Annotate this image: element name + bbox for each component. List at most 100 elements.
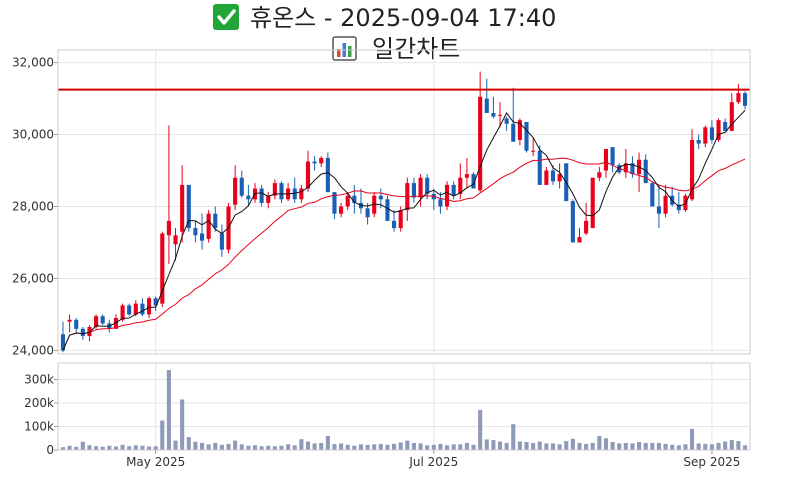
volume-bar [630, 443, 635, 450]
candle-body [736, 93, 741, 103]
volume-bar [590, 442, 595, 450]
volume-bar [352, 445, 357, 450]
price-axis: 24,000 26,000 28,000 30,000 32,000 [12, 56, 58, 357]
x-axis: May 2025 Jul 2025 Sep 2025 [126, 450, 740, 469]
candle-body [497, 114, 503, 116]
volume-bar [451, 444, 456, 450]
candle-body [696, 139, 701, 144]
volume-tick-label: 0 [46, 443, 54, 457]
volume-bar [358, 444, 364, 450]
volume-bar [544, 443, 549, 450]
candle-body [438, 199, 443, 207]
candle-body [392, 220, 397, 229]
candle-body [464, 174, 469, 178]
volume-bar [729, 440, 734, 450]
price-tick-label: 32,000 [12, 56, 54, 70]
candle-body [742, 93, 748, 106]
candle-body [199, 233, 205, 241]
volume-bar [299, 439, 304, 450]
candle-body [160, 233, 165, 304]
volume-bar [742, 445, 748, 450]
candle-body [80, 328, 85, 337]
volume-bar [458, 444, 463, 450]
candle-body [451, 184, 456, 196]
volume-bar [511, 424, 516, 450]
candle-body [292, 188, 297, 200]
volume-panel-frame [57, 362, 751, 451]
volume-bar [418, 443, 423, 450]
candle-body [531, 150, 536, 152]
volume-bar [213, 442, 218, 450]
volume-bar [120, 444, 125, 450]
volume-bar [610, 442, 615, 450]
volume-bar [550, 443, 556, 450]
candle-body [425, 177, 430, 194]
candle-body [259, 188, 264, 203]
volume-bar [378, 443, 383, 450]
candle-body [120, 305, 125, 320]
volume-bar [319, 442, 324, 450]
candle-body [570, 201, 575, 243]
subtitle-text: 일간차트 [372, 35, 460, 63]
candle-body [577, 237, 582, 243]
volume-bar [286, 444, 291, 450]
candle-body [458, 177, 463, 194]
volume-bar [127, 446, 132, 450]
candle-body [173, 235, 178, 245]
volume-bar [153, 446, 158, 450]
volume-bar [723, 441, 728, 450]
volume-bar [259, 446, 264, 450]
volume-bar [398, 442, 403, 450]
volume-bar [226, 443, 231, 450]
volume-bar [140, 445, 145, 450]
candle-body [74, 319, 79, 329]
candle-body [94, 316, 99, 328]
candle-body [60, 334, 66, 351]
volume-bar [173, 440, 178, 450]
candle-body [544, 170, 549, 185]
candle-body [219, 233, 224, 250]
candle-body [623, 163, 628, 173]
volume-bar [736, 441, 741, 450]
candle-body [676, 204, 681, 211]
candle-body [643, 159, 648, 184]
volume-bar [411, 442, 416, 450]
candle-body [517, 120, 522, 140]
volume-tick-label: 100k [24, 419, 54, 433]
candle-body [100, 316, 105, 324]
check-mark-icon [213, 4, 239, 30]
volume-bar [272, 446, 277, 450]
volume-bar [617, 443, 622, 450]
volume-bar [637, 442, 642, 450]
candle-body [67, 319, 72, 322]
candle-body [180, 184, 185, 232]
volume-bar [279, 445, 284, 450]
candle-body [239, 177, 244, 196]
volume-bar [186, 437, 191, 450]
candle-body [233, 177, 238, 205]
candle-body [663, 195, 668, 214]
price-panel-frame [57, 49, 751, 355]
volume-bars [60, 370, 748, 450]
volume-bar [557, 444, 562, 450]
volume-bar [497, 441, 503, 450]
volume-bar [80, 441, 85, 450]
candle-body [584, 220, 589, 234]
volume-bar [438, 443, 443, 450]
volume-bar [431, 444, 436, 450]
price-grid [58, 50, 750, 354]
time-tick-label: Sep 2025 [683, 455, 740, 469]
price-tick-label: 26,000 [12, 271, 54, 285]
candle-body [378, 195, 383, 200]
candle-body [703, 127, 708, 144]
volume-bar [484, 439, 489, 450]
volume-bar [332, 444, 337, 450]
candle-body [332, 192, 337, 214]
candle-body [266, 195, 271, 203]
candle-body [511, 123, 516, 142]
volume-bar [537, 441, 542, 450]
volume-bar [146, 446, 152, 450]
volume-bar [531, 442, 536, 450]
volume-bar [676, 445, 681, 450]
volume-bar [577, 442, 582, 450]
